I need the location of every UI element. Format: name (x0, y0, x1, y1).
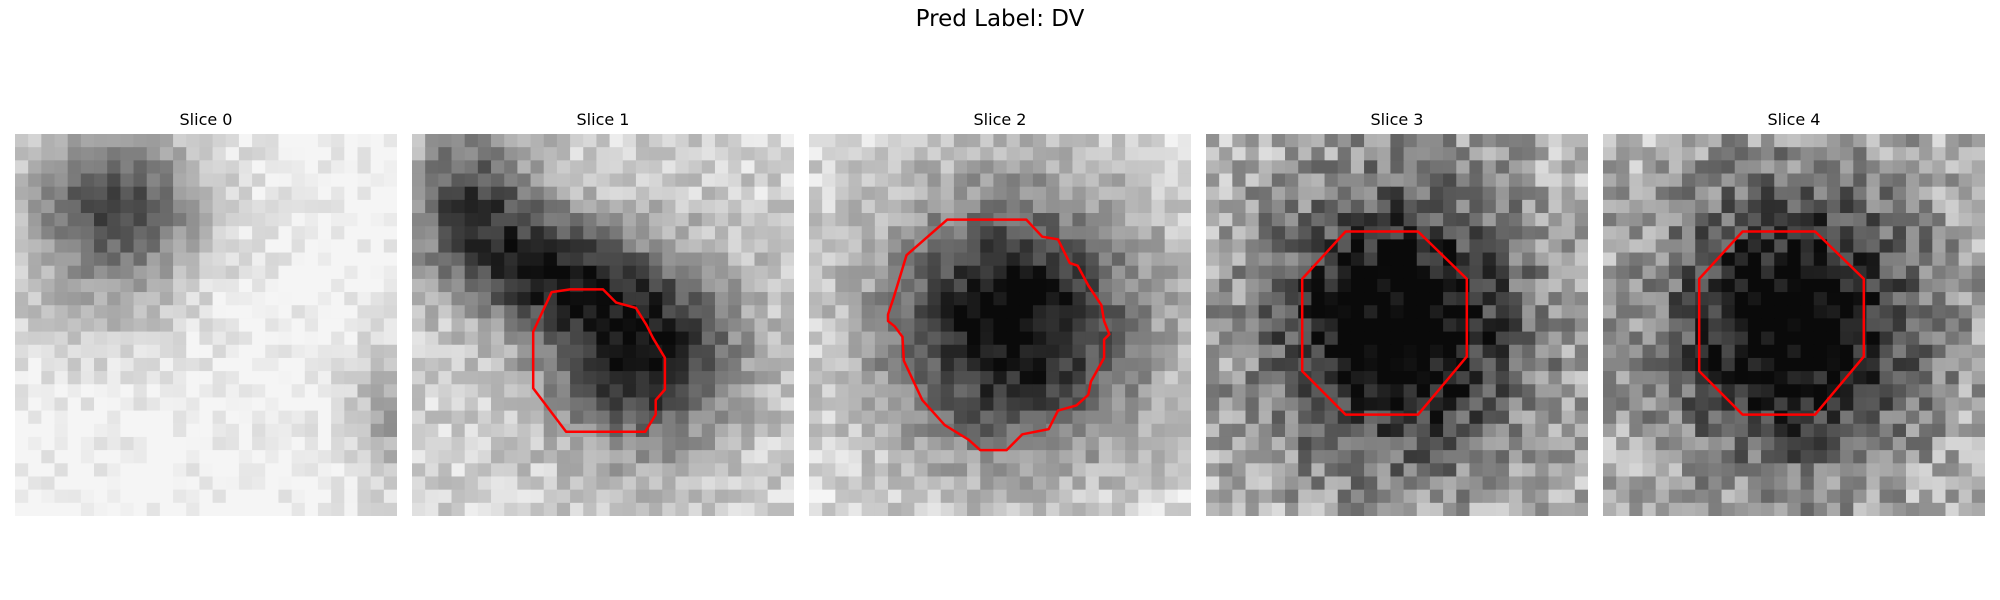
slice-image-2 (809, 134, 1191, 516)
prediction-contour (886, 218, 1111, 452)
slice-image-0 (15, 134, 397, 516)
slice-panel-3: Slice 3 (1206, 108, 1588, 516)
slice-title: Slice 1 (576, 110, 630, 129)
slice-title: Slice 3 (1370, 110, 1424, 129)
prediction-contour (1300, 230, 1469, 416)
slice-image-4 (1603, 134, 1985, 516)
slice-panel-2: Slice 2 (809, 108, 1191, 516)
slice-panel-0: Slice 0 (15, 108, 397, 516)
slice-title: Slice 2 (973, 110, 1027, 129)
slice-image-3 (1206, 134, 1588, 516)
figure-title: Pred Label: DV (915, 6, 1085, 32)
slice-title: Slice 4 (1767, 110, 1821, 129)
prediction-contour (531, 288, 667, 433)
slice-panel-4: Slice 4 (1603, 108, 1985, 516)
slice-image-1 (412, 134, 794, 516)
prediction-contour (1697, 230, 1866, 416)
slice-panel-1: Slice 1 (412, 108, 794, 516)
slice-title: Slice 0 (179, 110, 233, 129)
